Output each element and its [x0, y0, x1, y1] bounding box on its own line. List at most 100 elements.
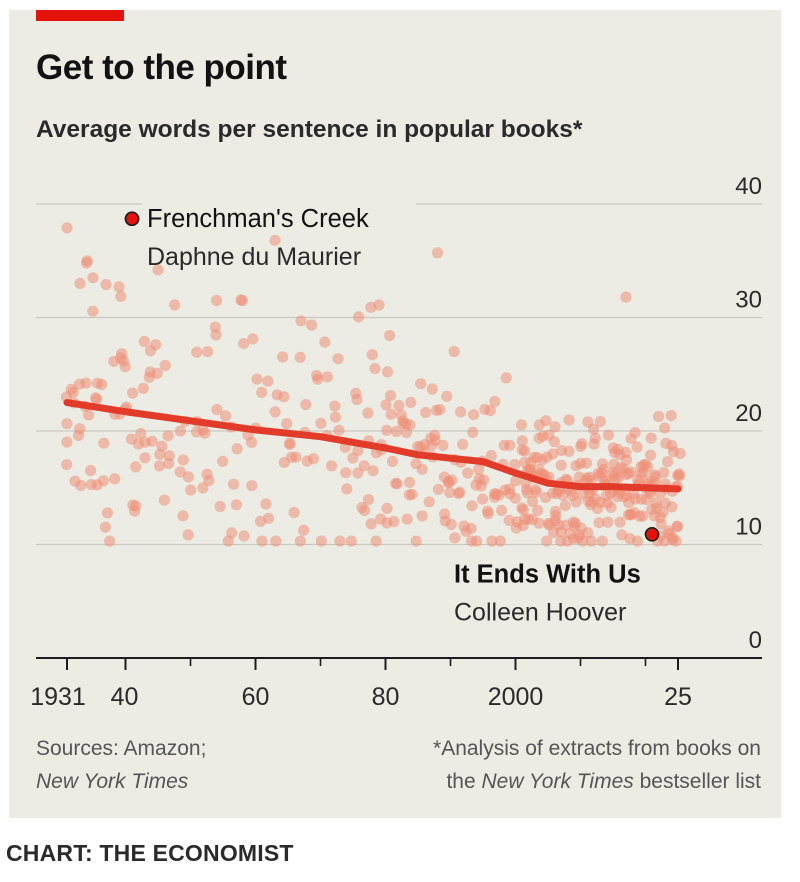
scatter-dot-241	[468, 409, 480, 421]
scatter-dot-162	[365, 518, 377, 530]
scatter-dot-200	[420, 406, 432, 419]
scatter-dot-150	[351, 393, 363, 406]
trend-line	[63, 399, 682, 493]
scatter-dot-10	[74, 423, 86, 435]
scatter-dot-35	[115, 290, 127, 302]
scatter-dot-458	[645, 432, 657, 444]
scatter-dot-101	[246, 480, 258, 492]
scatter-dot-11	[75, 480, 87, 492]
scatter-dot-361	[576, 438, 588, 450]
chart-credit: CHART: THE ECONOMIST	[6, 840, 294, 866]
scatter-dot-234	[457, 438, 469, 450]
scatter-dot-129	[307, 453, 320, 465]
scatter-dot-175	[385, 390, 397, 402]
scatter-dot-387	[593, 517, 605, 529]
annotation-author-0: Daphne du Maurier	[147, 243, 361, 271]
scatter-dot-51	[137, 382, 149, 394]
scatter-dot-46	[135, 427, 147, 439]
scatter-dot-298	[530, 486, 542, 498]
scatter-dot-73	[182, 471, 194, 483]
scatter-dot-509	[269, 234, 281, 246]
scatter-dot-68	[169, 299, 181, 311]
scatter-dot-119	[284, 437, 296, 449]
scatter-dot-133	[315, 417, 327, 429]
scatter-dot-121	[286, 451, 298, 463]
scatter-dot-224	[446, 474, 458, 486]
scatter-dot-82	[201, 468, 213, 480]
scatter-dot-124	[294, 535, 306, 547]
scatter-dot-337	[555, 459, 567, 471]
scatter-dot-253	[484, 405, 496, 417]
scatter-dot-398	[602, 429, 615, 441]
scatter-dot-180	[390, 425, 403, 438]
scatter-dot-130	[306, 319, 318, 331]
scatter-dot-96	[238, 338, 250, 350]
scatter-dot-217	[439, 508, 451, 520]
scatter-dot-154	[352, 445, 364, 457]
footnote: *Analysis of extracts from books on the …	[433, 732, 761, 798]
scatter-dot-80	[197, 482, 209, 494]
scatter-dot-228	[448, 345, 460, 358]
scatter-dot-265	[500, 372, 512, 384]
scatter-dot-226	[449, 532, 461, 544]
scatter-dot-135	[319, 336, 331, 348]
scatter-dot-45	[130, 461, 142, 473]
scatter-dot-58	[153, 460, 166, 472]
scatter-dot-236	[466, 500, 478, 512]
scatter-dot-492	[674, 447, 686, 460]
scatter-dot-196	[410, 535, 422, 547]
scatter-dot-140	[329, 400, 341, 412]
highlight-dot-front-0	[124, 211, 140, 227]
scatter-dot-207	[426, 383, 438, 395]
scatter-dot-271	[510, 475, 522, 487]
scatter-dot-105	[256, 386, 268, 398]
scatter-dot-191	[404, 419, 416, 431]
scatter-plot: 0 10 20 30 40 1931 40 60 80 2000 25 Frenchman's Cre…	[30, 173, 762, 711]
scatter-dot-115	[277, 351, 289, 363]
scatter-dot-71	[177, 510, 189, 522]
scatter-dot-501	[74, 277, 86, 289]
scatter-dot-65	[163, 457, 175, 470]
scatter-dot-385	[596, 535, 609, 547]
scatter-dot-498	[670, 535, 682, 547]
scatter-dot-235	[465, 522, 477, 535]
scatter-dot-478	[658, 466, 670, 479]
scatter-dot-141	[332, 353, 344, 365]
annotation-title-1: It Ends With Us	[454, 560, 641, 588]
scatter-dot-111	[269, 406, 281, 418]
scatter-dot-513	[620, 291, 632, 303]
scatter-dot-172	[381, 366, 394, 378]
scatter-dot-89	[220, 410, 232, 422]
scatter-dot-473	[662, 456, 674, 468]
scatter-dot-306	[533, 432, 545, 444]
scatter-dot-19	[87, 305, 99, 317]
footnote-line-2: the New York Times bestseller list	[446, 770, 761, 793]
scatter-dot-496	[671, 520, 684, 532]
scatter-dot-104	[247, 333, 259, 345]
scatter-dot-152	[352, 467, 364, 479]
scatter-dot-39	[118, 355, 130, 367]
scatter-dot-125	[298, 524, 310, 536]
scatter-dot-273	[509, 492, 521, 504]
scatter-dot-122	[288, 506, 300, 519]
scatter-dot-151	[353, 311, 365, 323]
scatter-dot-503	[100, 279, 112, 291]
scatter-dot-145	[341, 483, 353, 495]
scatter-dot-243	[471, 535, 483, 547]
scatter-dot-179	[388, 515, 400, 528]
scatter-dot-29	[109, 473, 121, 485]
scatter-dot-318	[540, 415, 552, 427]
scatter-dot-74	[182, 529, 194, 541]
scatter-dot-171	[380, 399, 392, 411]
scatter-dot-6	[67, 386, 79, 398]
scatter-dot-372	[580, 457, 593, 469]
footnote-line-1: *Analysis of extracts from books on	[433, 737, 761, 760]
scatter-dot-94	[228, 478, 240, 490]
scatter-dot-470	[650, 497, 662, 509]
scatter-dot-504	[113, 281, 125, 293]
scatter-dot-20	[91, 393, 103, 405]
scatter-dot-59	[150, 339, 162, 351]
scatter-dot-339	[563, 414, 575, 426]
scatter-dot-114	[278, 391, 290, 403]
scatter-dots	[60, 222, 686, 547]
